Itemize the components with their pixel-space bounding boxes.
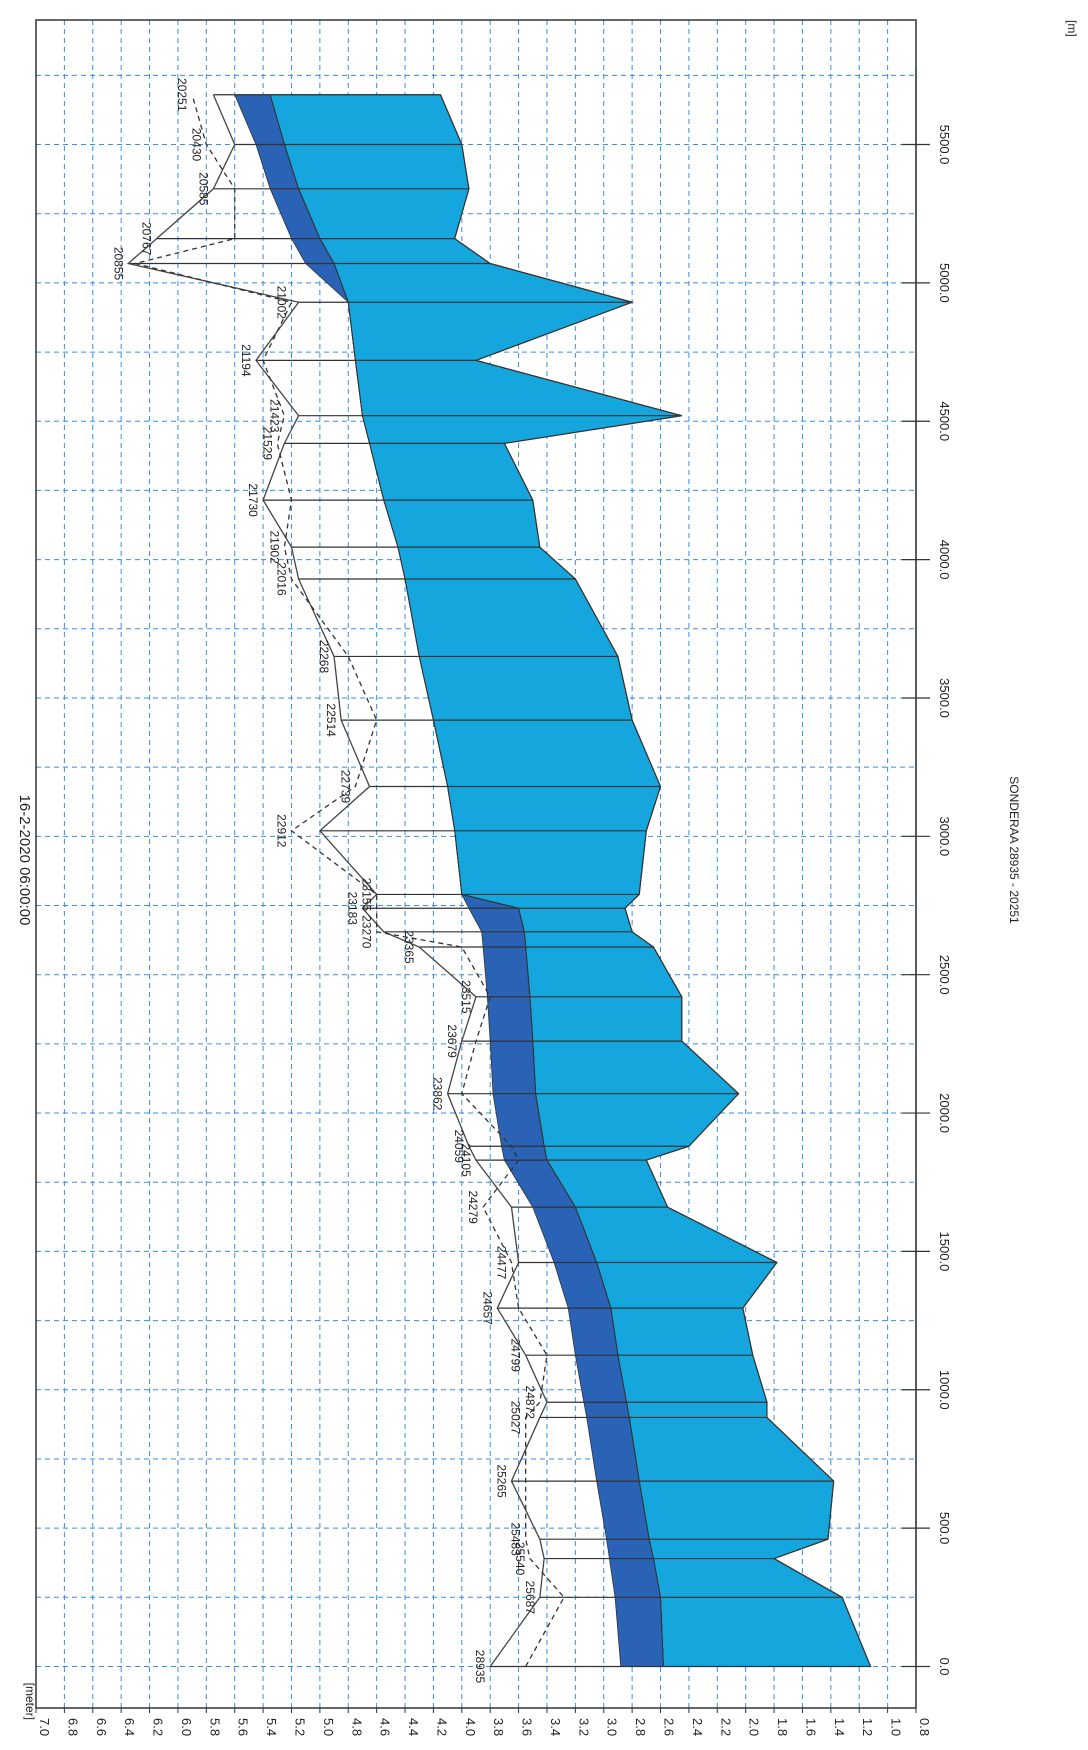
cross-section-label-23862: 23862 <box>431 1077 445 1111</box>
x-tick-label: 0.8 <box>917 1718 932 1736</box>
cross-section-label-21529: 21529 <box>260 427 274 461</box>
x-tick-label: 1.0 <box>889 1718 904 1736</box>
y-tick-label: 500.0 <box>937 1512 952 1545</box>
x-tick-label: 6.4 <box>122 1718 137 1736</box>
cross-section-label-24872: 24872 <box>523 1386 537 1420</box>
y-tick-label: 0.0 <box>937 1657 952 1675</box>
x-tick-label: 1.6 <box>803 1718 818 1736</box>
cross-section-label-23270: 23270 <box>360 915 374 949</box>
water-low-line <box>269 94 664 1667</box>
cross-section-label-25687: 25687 <box>523 1581 537 1615</box>
x-tick-label: 2.6 <box>662 1718 677 1736</box>
cross-section-label-24657: 24657 <box>480 1291 494 1325</box>
cross-section-label-24799: 24799 <box>509 1338 523 1372</box>
x-tick-label: 2.2 <box>718 1718 733 1736</box>
x-tick-label: 2.0 <box>747 1718 762 1736</box>
x-tick-label: 3.6 <box>520 1718 535 1736</box>
cross-section-label-21002: 21002 <box>274 286 288 320</box>
x-tick-label: 5.0 <box>321 1718 336 1736</box>
x-tick-label: 5.6 <box>236 1718 251 1736</box>
bank-lines <box>126 94 565 1667</box>
cross-section-label-20430: 20430 <box>189 128 203 162</box>
y-tick-label: 4000.0 <box>937 540 952 580</box>
cross-section-label-20251: 20251 <box>175 78 189 112</box>
y-tick-label: 1000.0 <box>937 1370 952 1410</box>
cross-section-label-21730: 21730 <box>246 483 260 517</box>
x-tick-label: 7.0 <box>37 1718 52 1736</box>
x-tick-label: 1.4 <box>832 1718 847 1736</box>
cross-section-label-28935: 28935 <box>473 1650 487 1684</box>
caption-group: SONDERAA 28935 - 20251 <box>1007 776 1021 924</box>
x-axis-ticks: 7.0 6.8 6.6 6.4 6.2 6.0 5.8 5.6 5.4 5.2 5.0 4.8 4.6 4… <box>35 1708 932 1736</box>
cross-section-label-23183: 23183 <box>345 892 359 926</box>
x-tick-label: 2.4 <box>690 1718 705 1736</box>
cross-section-label-23515: 23515 <box>459 980 473 1014</box>
cross-section-label-22016: 22016 <box>274 562 288 596</box>
x-tick-label: 4.6 <box>378 1718 393 1736</box>
title-group: 16-2-2020 06:00:00 <box>16 795 33 926</box>
cross-section-lines <box>128 94 871 1668</box>
y-tick-label: 2000.0 <box>937 1093 952 1133</box>
cross-section-label-21902: 21902 <box>267 530 281 564</box>
x-tick-label: 3.8 <box>491 1718 506 1736</box>
cross-section-label-23365: 23365 <box>402 930 416 964</box>
x-axis-label: [meter] <box>23 1683 37 1720</box>
cross-section-label-25265: 25265 <box>494 1464 508 1498</box>
y-tick-label: 5000.0 <box>937 263 952 303</box>
bed-line <box>439 94 872 1667</box>
bank-solid-line <box>126 94 548 1667</box>
cross-section-label-24279: 24279 <box>466 1190 480 1224</box>
x-tick-label: 3.2 <box>576 1718 591 1736</box>
bank-dashed-line <box>135 94 565 1667</box>
x-tick-label: 4.4 <box>406 1718 421 1736</box>
cross-section-label-20767: 20767 <box>140 222 154 256</box>
x-tick-label: 3.0 <box>605 1718 620 1736</box>
x2-axis-label: [m] <box>1065 20 1079 37</box>
caption: SONDERAA 28935 - 20251 <box>1007 776 1021 924</box>
x-tick-label: 4.0 <box>463 1718 478 1736</box>
cross-section-label-24059: 24059 <box>452 1130 466 1164</box>
cross-section-label-21194: 21194 <box>239 344 253 377</box>
cross-section-label-25540: 25540 <box>513 1542 527 1576</box>
y-tick-label: 3000.0 <box>937 816 952 856</box>
cross-section-label-23679: 23679 <box>445 1024 459 1058</box>
y-tick-label: 2500.0 <box>937 955 952 995</box>
x-tick-label: 3.4 <box>548 1718 563 1736</box>
x2-axis-label-group: [m] <box>1065 20 1079 37</box>
cross-section-label-22514: 22514 <box>324 703 338 737</box>
x-tick-label: 1.8 <box>775 1718 790 1736</box>
cross-section-label-22739: 22739 <box>338 770 352 804</box>
x-tick-label: 6.0 <box>179 1718 194 1736</box>
y-tick-label: 4500.0 <box>937 401 952 441</box>
x-tick-label: 6.6 <box>94 1718 109 1736</box>
x-tick-label: 5.4 <box>264 1718 279 1736</box>
cross-section-label-21423: 21423 <box>267 399 281 433</box>
y-tick-label: 3500.0 <box>937 678 952 718</box>
x-tick-label: 6.2 <box>151 1718 166 1736</box>
x-tick-label: 6.8 <box>65 1718 80 1736</box>
cross-section-label-24477: 24477 <box>494 1246 508 1280</box>
chart-title: 16-2-2020 06:00:00 <box>16 795 33 926</box>
x-tick-label: 5.8 <box>207 1718 222 1736</box>
cross-section-label-20585: 20585 <box>196 172 210 206</box>
cross-section-label-25027: 25027 <box>509 1401 523 1435</box>
x-tick-label: 1.2 <box>860 1718 875 1736</box>
cross-section-label-20855: 20855 <box>111 247 125 281</box>
cross-section-label-22268: 22268 <box>317 640 331 674</box>
cross-section-label-23155: 23155 <box>360 878 374 912</box>
x-tick-label: 4.2 <box>434 1718 449 1736</box>
x-axis-label-group: [meter] <box>23 1683 37 1720</box>
x-tick-label: 4.8 <box>349 1718 364 1736</box>
y-tick-label: 5500.0 <box>937 125 952 165</box>
cross-section-label-22912: 22912 <box>274 814 288 848</box>
y-axis-ticks: 0.0 500.0 1000.0 1500.0 2000.0 2500.0 3000.0 35… <box>902 125 952 1676</box>
cross-section-label-25483: 25483 <box>509 1523 523 1557</box>
y-tick-label: 1500.0 <box>937 1232 952 1272</box>
cross-section-label-24105: 24105 <box>459 1143 473 1177</box>
x-tick-label: 5.2 <box>292 1718 307 1736</box>
x-tick-label: 2.8 <box>633 1718 648 1736</box>
